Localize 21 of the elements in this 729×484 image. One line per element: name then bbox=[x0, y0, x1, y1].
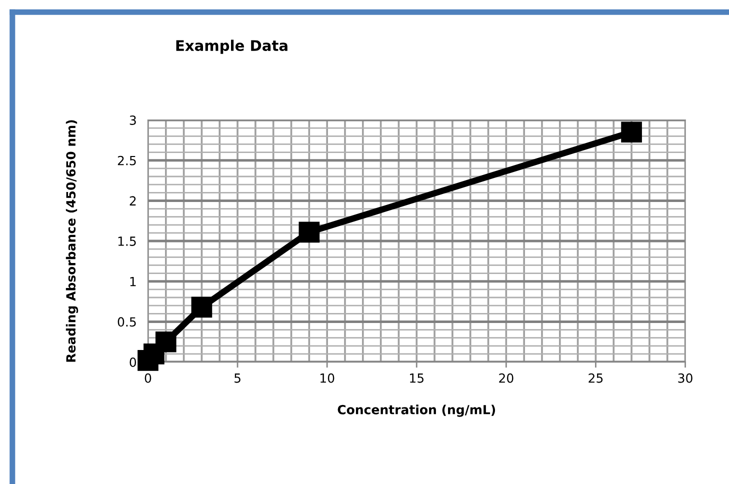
x-tick-label: 20 bbox=[499, 373, 514, 383]
y-tick-label: 2 bbox=[130, 196, 136, 206]
y-tick-label: 0.5 bbox=[118, 317, 136, 327]
point bbox=[155, 331, 176, 352]
point bbox=[191, 296, 212, 318]
x-axis-title: Concentration (ng/mL) bbox=[338, 404, 496, 417]
y-tick-label: 1.5 bbox=[118, 236, 136, 246]
y-tick-label: 3 bbox=[130, 116, 136, 125]
x-tick-label: 10 bbox=[320, 373, 334, 383]
y-axis-title: Reading Absorbance (450/650 nm) bbox=[66, 120, 78, 362]
x-tick-label: 30 bbox=[678, 373, 692, 383]
x-tick-label: 0 bbox=[144, 373, 152, 383]
x-tick-label: 15 bbox=[410, 374, 424, 383]
chart-title: Example Data bbox=[176, 40, 288, 54]
y-tick-label: 2.5 bbox=[118, 156, 136, 166]
point bbox=[621, 122, 642, 143]
y-tick-label: 1 bbox=[130, 277, 136, 286]
x-tick-label: 25 bbox=[588, 373, 603, 383]
point bbox=[298, 222, 320, 243]
y-tick-label: 0 bbox=[130, 358, 136, 367]
x-tick-label: 5 bbox=[234, 374, 240, 383]
